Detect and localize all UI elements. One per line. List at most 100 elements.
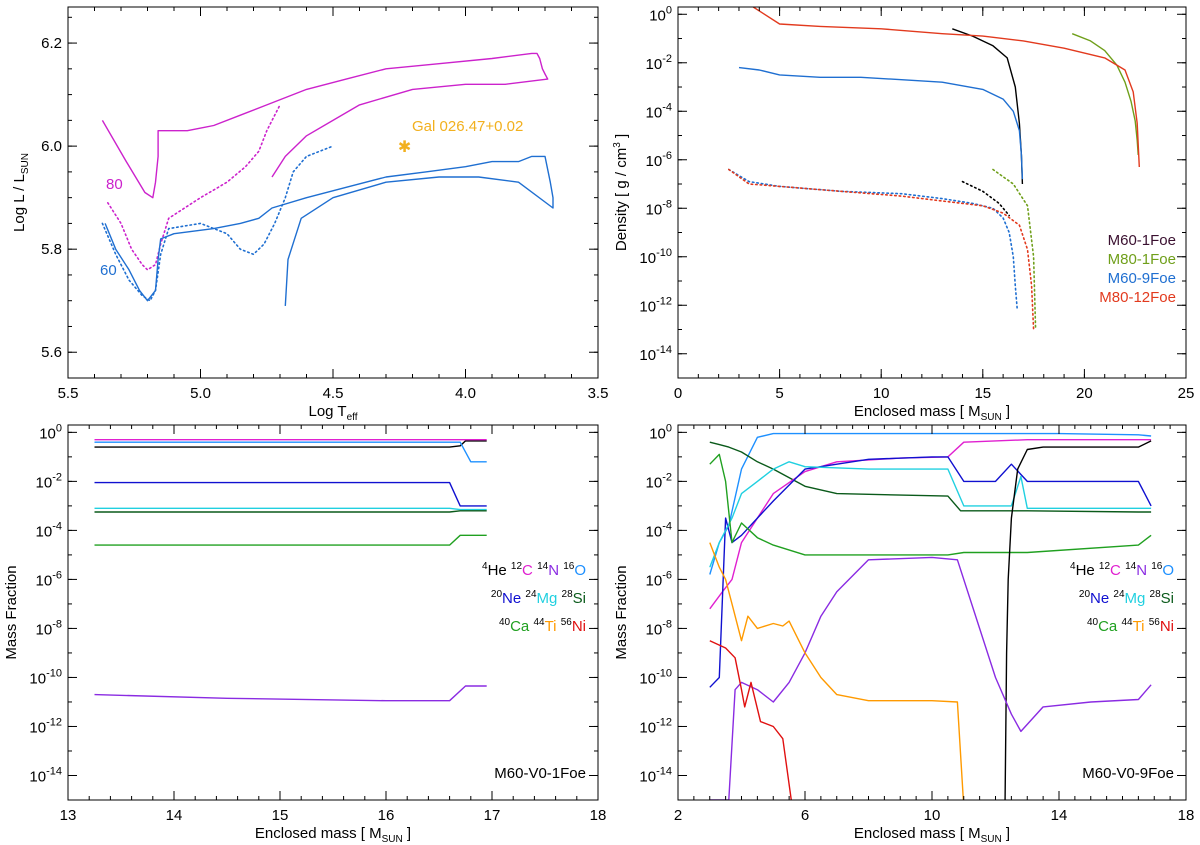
legend-isotope-element: Ca (1098, 618, 1118, 635)
x-tick-label: 20 (1076, 385, 1093, 402)
star-label: Gal 026.47+0.02 (412, 118, 523, 135)
y-tick-label: 10-6 (36, 569, 62, 589)
x-tick-label: 16 (378, 807, 395, 824)
y-tick-label: 10-8 (646, 618, 672, 638)
y-tick-label: 10-14 (29, 765, 62, 785)
series-line-24mg (709, 461, 1152, 568)
series-line-28si (94, 510, 487, 513)
legend-entry: M80-12Foe (1099, 289, 1176, 306)
legend-isotope-element: Si (1161, 590, 1174, 607)
legend-isotope-element: Ca (510, 618, 530, 635)
x-tick-label: 5 (775, 385, 783, 402)
series-line-14n (709, 556, 1152, 800)
legend-isotope-mass: 56 (1149, 617, 1161, 628)
legend-row: 20Ne 24Mg 28Si (1079, 589, 1174, 607)
series-line-20ne (709, 456, 1152, 688)
y-axis-label: Density [ g / cm3 ] (612, 134, 630, 251)
y-tick-label: 10-2 (36, 471, 62, 491)
legend-isotope-mass: 24 (525, 589, 537, 600)
y-tick-label: 10-6 (646, 150, 672, 170)
legend-isotope-element: N (548, 562, 559, 579)
y-tick-label: 100 (649, 4, 672, 24)
series-line-40ca (709, 453, 1152, 556)
legend-isotope-mass: 44 (1121, 617, 1133, 628)
legend-isotope-element: C (1110, 562, 1121, 579)
series-line-44ti (709, 542, 965, 800)
legend-isotope-mass: 56 (561, 617, 573, 628)
legend-isotope-mass: 24 (1113, 589, 1125, 600)
track-label-60: 60 (100, 262, 117, 279)
x-axis-label: Log Teff (308, 403, 357, 423)
y-tick-label: 10-8 (646, 198, 672, 218)
chart-panel-1: 5.5 5.0 4.5 4.0 3.5 5.6 5.8 6.0 6.2 Log Teff Log L… (11, 6, 608, 423)
x-tick-label: 5.5 (58, 385, 79, 402)
legend-isotope-mass: 16 (563, 561, 575, 572)
y-tick-label: 6.2 (41, 35, 62, 52)
series-line-s0 (101, 52, 549, 199)
model-label: M60-V0-9Foe (1082, 765, 1174, 782)
y-tick-label: 5.6 (41, 344, 62, 361)
series-line-16o (709, 432, 1152, 575)
y-tick-label: 10-14 (639, 765, 672, 785)
legend-isotope-mass: 14 (1125, 561, 1137, 572)
y-tick-label: 10-10 (639, 667, 672, 687)
x-axis-label: Enclosed mass [ MSUN ] (854, 403, 1010, 423)
y-tick-label: 10-12 (29, 716, 62, 736)
series-line-s1 (107, 104, 281, 271)
legend-isotope-element: Ni (1160, 618, 1174, 635)
legend-isotope-mass: 28 (562, 589, 574, 600)
legend-row: 40Ca 44Ti 56Ni (499, 617, 586, 635)
x-tick-label: 10 (873, 385, 890, 402)
y-axis-label: Mass Fraction (3, 565, 20, 659)
y-tick-label: 100 (39, 422, 62, 442)
series-line-16o (94, 441, 487, 463)
legend-entry: M60-9Foe (1108, 270, 1176, 287)
x-tick-label: 18 (590, 807, 607, 824)
x-tick-label: 2 (674, 807, 682, 824)
series-line-m60-9foe (727, 168, 1019, 311)
x-tick-label: 6 (801, 807, 809, 824)
y-tick-label: 10-2 (646, 53, 672, 73)
y-tick-label: 100 (649, 422, 672, 442)
y-tick-label: 10-10 (29, 667, 62, 687)
legend-entry: M60-1Foe (1108, 232, 1176, 249)
legend-isotope-element: He (488, 562, 507, 579)
y-tick-label: 10-12 (639, 716, 672, 736)
legend-isotope-mass: 40 (1087, 617, 1099, 628)
x-tick-label: 14 (1051, 807, 1068, 824)
legend-isotope-element: Si (573, 590, 586, 607)
legend-isotope-element: Ni (572, 618, 586, 635)
x-tick-label: 0 (674, 385, 682, 402)
x-tick-label: 18 (1178, 807, 1195, 824)
y-tick-label: 10-6 (646, 569, 672, 589)
x-axis-label: Enclosed mass [ MSUN ] (854, 825, 1010, 845)
series-group (94, 439, 487, 702)
legend-isotope-mass: 20 (491, 589, 503, 600)
x-tick-label: 4.0 (455, 385, 476, 402)
plot-frame (677, 6, 1187, 379)
legend-isotope-element: N (1136, 562, 1147, 579)
x-tick-label: 17 (484, 807, 501, 824)
legend-isotope-element: Ne (502, 590, 521, 607)
y-tick-label: 10-4 (36, 520, 62, 540)
legend-isotope-element: O (574, 562, 586, 579)
legend-isotope-element: Ti (545, 618, 557, 635)
legend-isotope-element: Mg (537, 590, 558, 607)
legend-isotope-element: Ti (1133, 618, 1145, 635)
series-group (101, 52, 554, 306)
legend-isotope-mass: 12 (511, 561, 523, 572)
series-line-24mg (94, 507, 487, 511)
plot-frame (67, 424, 599, 801)
chart-panel-4: 2 6 10 14 18 100 10-2 10-4 10-6 10-8 10-10 10-12 10-… (613, 422, 1194, 845)
series-line-s2 (104, 155, 554, 306)
legend-isotope-mass: 16 (1151, 561, 1163, 572)
legend-isotope-mass: 20 (1079, 589, 1091, 600)
legend-isotope-mass: 40 (499, 617, 511, 628)
series-line-m60-9foe (738, 66, 1024, 180)
y-tick-label: 5.8 (41, 241, 62, 258)
legend-entry: M80-1Foe (1108, 251, 1176, 268)
legend-isotope-mass: 12 (1099, 561, 1111, 572)
chart-panel-2: 0 5 10 15 20 25 100 10-2 10-4 10-6 10-8 10-10 10-12 1… (612, 4, 1194, 423)
y-tick-label: 6.0 (41, 138, 62, 155)
legend-row: 4He 12C 14N 16O (482, 561, 586, 579)
